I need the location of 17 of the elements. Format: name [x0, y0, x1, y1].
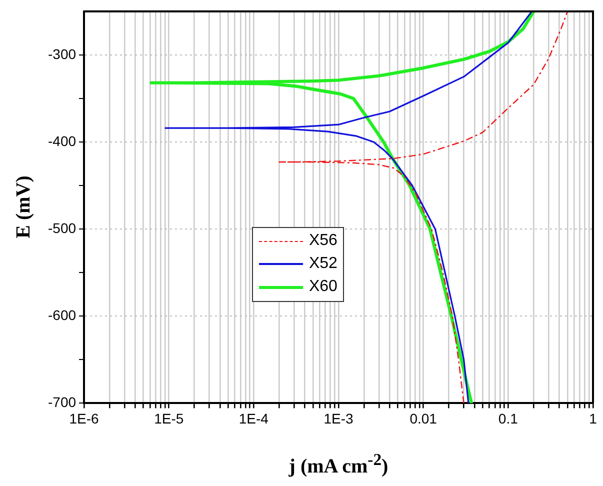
x-tick-label: 1E-3 [324, 410, 354, 426]
x-tick-label: 1E-4 [238, 410, 269, 426]
y-tick-label: -400 [48, 132, 76, 149]
y-tick-label: -300 [48, 46, 76, 62]
legend-label: X60 [308, 278, 338, 296]
x-tick-label: 0.01 [410, 410, 438, 426]
y-tick-label: -500 [48, 220, 76, 236]
x-tick-label: 1 [589, 410, 598, 426]
y-axis-title: E (mV) [12, 176, 36, 239]
legend-label: X52 [308, 255, 338, 274]
legend-label: X56 [308, 232, 338, 250]
x-tick-label: 1E-5 [154, 410, 184, 426]
x-tick-label: 1E-6 [69, 410, 100, 426]
y-tick-label: -700 [48, 394, 76, 410]
y-tick-label: -600 [48, 306, 76, 323]
x-axis-title: j (mA cm$^{-2}$) [288, 450, 388, 479]
x-tick-label: 0.1 [498, 410, 518, 426]
